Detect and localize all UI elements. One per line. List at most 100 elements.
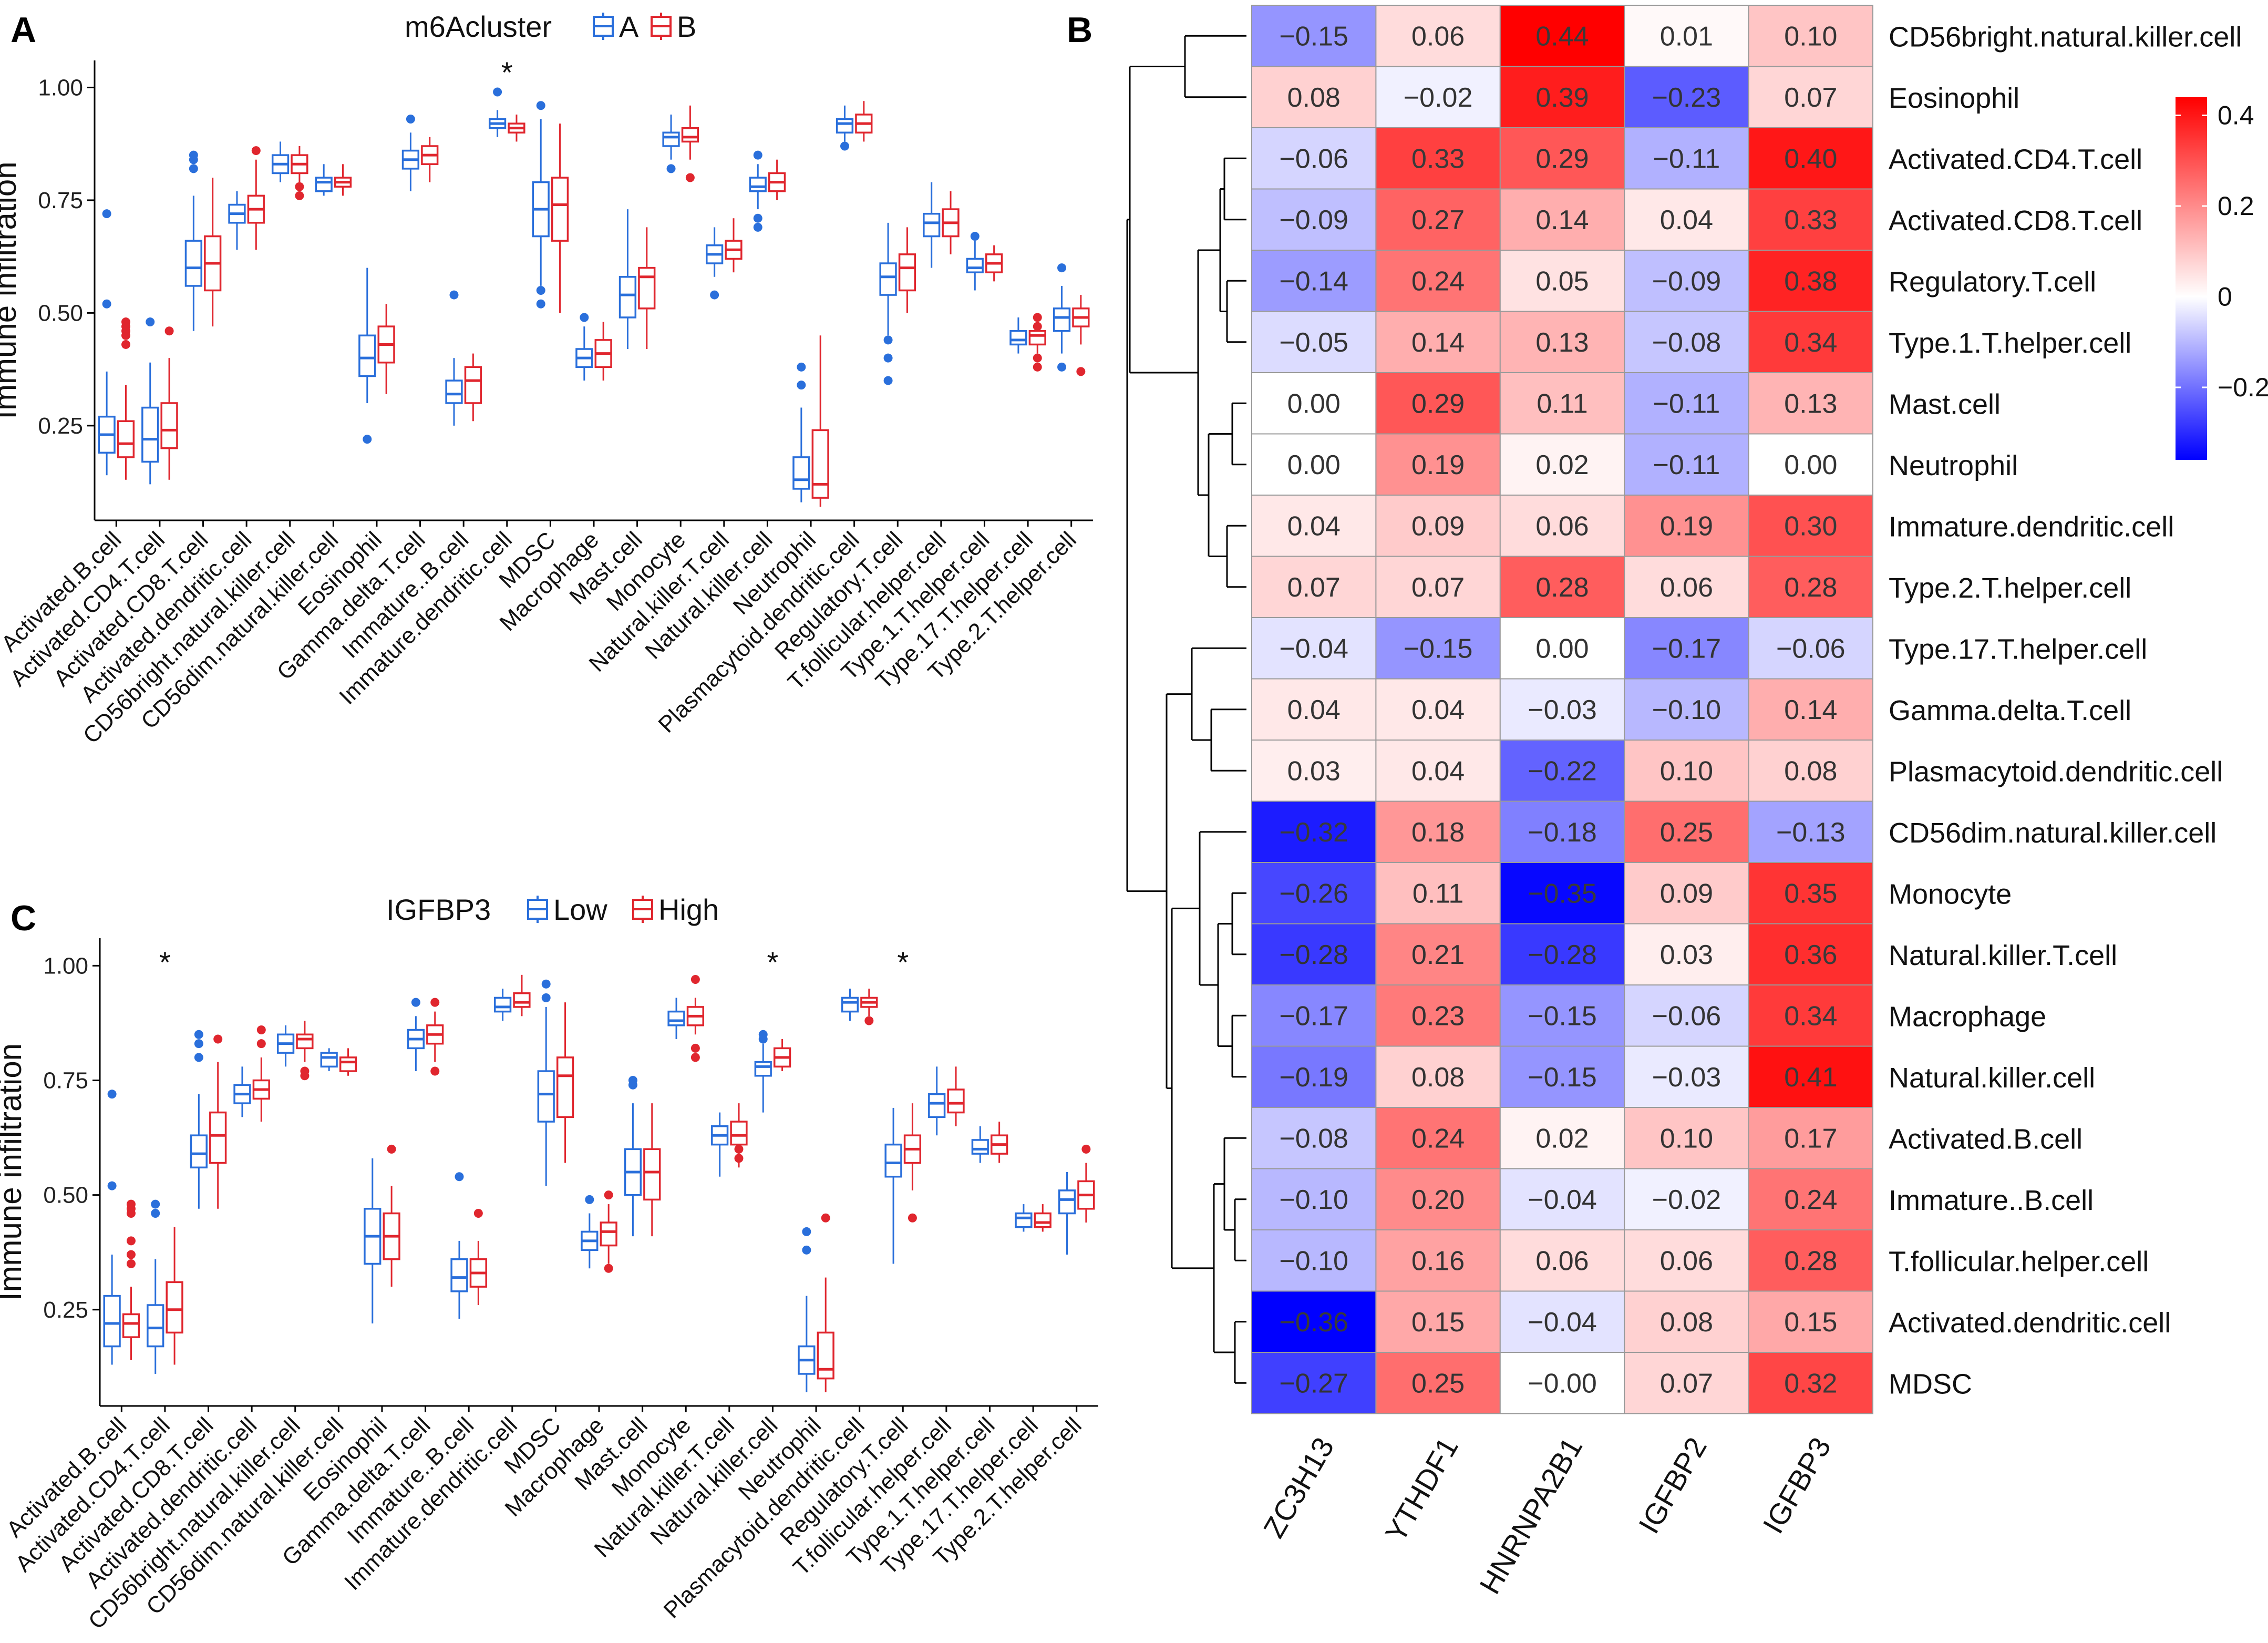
- heatmap-cell: −0.19: [1251, 1045, 1377, 1108]
- box-A-Natural.killer.T.cell: [706, 227, 724, 300]
- box-High-Activated.dendritic.cell: [252, 1025, 270, 1122]
- outlier-point: [449, 290, 459, 300]
- box-Low-Natural.killer.cell: [754, 1030, 772, 1113]
- heatmap-cell-label: 0.03: [1660, 940, 1713, 970]
- outlier-point: [690, 1053, 700, 1062]
- heatmap-cell-label: 0.35: [1784, 878, 1837, 909]
- box-B-Activated.CD8.T.cell: [204, 178, 222, 327]
- heatmap-cell: −0.17: [1624, 617, 1749, 680]
- box-iqr: [513, 992, 531, 1008]
- box-B-Type.17.T.helper.cell: [1028, 313, 1046, 372]
- outlier-point: [189, 150, 198, 160]
- outlier-point: [213, 1034, 223, 1044]
- heatmap-cell: 0.24: [1375, 1107, 1501, 1169]
- outlier-point: [387, 1144, 396, 1154]
- panel-c-boxplot: C 0.25 0.50 0.75 1.00 Immune infiltration IGF…: [0, 893, 1098, 1634]
- heatmap-cell-label: −0.27: [1279, 1368, 1348, 1399]
- heatmap-cell-fill: [1624, 740, 1749, 802]
- heatmap-cell-label: 0.07: [1784, 83, 1837, 113]
- heatmap-cell-label: −0.15: [1528, 1001, 1597, 1031]
- heatmap-cell-label: −0.04: [1279, 633, 1348, 664]
- heatmap-cell: 0.08: [1624, 1290, 1749, 1353]
- heatmap-cell: 0.24: [1748, 1168, 1874, 1230]
- heatmap-cell: 0.20: [1375, 1168, 1501, 1230]
- heatmap-cell: 0.24: [1375, 250, 1501, 312]
- heatmap-cell-fill: [1748, 678, 1874, 741]
- heatmap-cell-label: −0.04: [1528, 1185, 1597, 1215]
- box-B-Plasmacytoid.dendritic.cell: [855, 101, 873, 142]
- heatmap-cell-label: −0.00: [1528, 1368, 1597, 1399]
- box-iqr: [1015, 1212, 1033, 1228]
- heatmap-cell-fill: [1499, 372, 1625, 435]
- box-iqr: [681, 127, 699, 143]
- box-High-Mast.cell: [643, 1103, 661, 1237]
- box-Low-Gamma.delta.T.cell: [407, 998, 425, 1072]
- heatmap-cell: 0.04: [1375, 740, 1501, 802]
- box-iqr: [1028, 330, 1046, 346]
- heatmap-cell-fill: [1748, 311, 1874, 373]
- heatmap-cell-fill: [1624, 311, 1749, 373]
- heatmap-cell: −0.09: [1624, 250, 1749, 312]
- y-tick-label: 0.25: [43, 1297, 88, 1323]
- outlier-point: [1081, 1144, 1091, 1154]
- heatmap-cell: 0.25: [1375, 1352, 1501, 1414]
- panel-letter-a: A: [11, 10, 36, 50]
- heatmap-cell: 0.17: [1748, 1107, 1874, 1169]
- box-A-Immature.dendritic.cell: [488, 87, 507, 137]
- box-iqr: [898, 253, 916, 292]
- heatmap-cell: −0.02: [1624, 1168, 1749, 1230]
- panel-letter-b: B: [1067, 10, 1092, 50]
- outlier-point: [883, 353, 893, 363]
- heatmap-cell-fill: [1251, 556, 1377, 618]
- outlier-point: [536, 299, 545, 309]
- heatmap-cell-label: −0.08: [1652, 327, 1721, 358]
- box-B-Activated.dendritic.cell: [247, 146, 265, 250]
- heatmap-cell-fill: [1375, 862, 1501, 925]
- heatmap-row-label: Natural.killer.cell: [1889, 1062, 2095, 1094]
- box-Low-CD56bright.natural.killer.cell: [276, 1025, 295, 1067]
- outlier-point: [1033, 313, 1042, 322]
- heatmap-cell: −0.10: [1251, 1229, 1377, 1292]
- heatmap-cell-label: 0.18: [1411, 817, 1465, 848]
- heatmap-cell: 0.11: [1499, 372, 1625, 435]
- heatmap-cell: 0.16: [1375, 1229, 1501, 1292]
- box-iqr: [160, 402, 178, 449]
- box-iqr: [556, 1056, 574, 1118]
- heatmap-cell-label: 0.30: [1784, 511, 1837, 541]
- box-A-CD56dim.natural.killer.cell: [315, 164, 333, 196]
- heatmap-cell-fill: [1624, 433, 1749, 496]
- box-B-Activated.B.cell: [117, 317, 135, 480]
- heatmap-cell-label: 0.24: [1411, 266, 1465, 296]
- outlier-point: [151, 1209, 160, 1218]
- legend-label-2: B: [677, 10, 696, 43]
- heatmap-cell-fill: [1375, 311, 1501, 373]
- heatmap-cell-fill: [1375, 250, 1501, 312]
- heatmap-cell-fill: [1499, 923, 1625, 985]
- legend-label-1: Low: [553, 893, 607, 926]
- heatmap-cell-fill: [1624, 1168, 1749, 1230]
- box-iqr: [923, 212, 941, 238]
- outlier-point: [734, 1154, 744, 1163]
- box-B-Type.2.T.helper.cell: [1072, 295, 1090, 376]
- heatmap-cell: 0.04: [1251, 495, 1377, 557]
- heatmap-row-label: Regulatory.T.cell: [1889, 266, 2096, 297]
- box-B-Activated.CD4.T.cell: [160, 326, 178, 480]
- box-iqr: [551, 177, 569, 242]
- box-High-Type.2.T.helper.cell: [1077, 1144, 1095, 1223]
- heatmap-row-label: Activated.dendritic.cell: [1889, 1307, 2171, 1339]
- outlier-point: [536, 286, 545, 295]
- heatmap-cell: −0.18: [1499, 800, 1625, 863]
- heatmap-cell-label: 0.39: [1535, 83, 1589, 113]
- box-B-CD56bright.natural.killer.cell: [291, 146, 308, 200]
- heatmap-cell: 0.23: [1375, 984, 1501, 1047]
- heatmap-cell-label: 0.10: [1660, 1123, 1713, 1154]
- heatmap-cell: 0.34: [1748, 311, 1874, 373]
- heatmap-cell-label: −0.28: [1279, 940, 1348, 970]
- heatmap-cell: −0.28: [1251, 923, 1377, 985]
- box-High-MDSC: [556, 1002, 574, 1163]
- box-High-Macrophage: [600, 1190, 617, 1273]
- heatmap-cell: 0.00: [1499, 617, 1625, 680]
- heatmap-cell-fill: [1624, 250, 1749, 312]
- outlier-point: [1033, 322, 1042, 331]
- heatmap-cell-label: −0.08: [1279, 1123, 1348, 1154]
